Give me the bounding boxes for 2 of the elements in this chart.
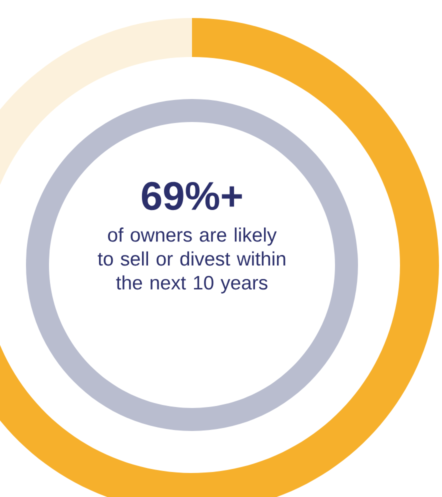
- text: of owners are likely to sell or divest within the next 10 years: [98, 228, 286, 294]
- text: 69%+: [142, 182, 242, 210]
